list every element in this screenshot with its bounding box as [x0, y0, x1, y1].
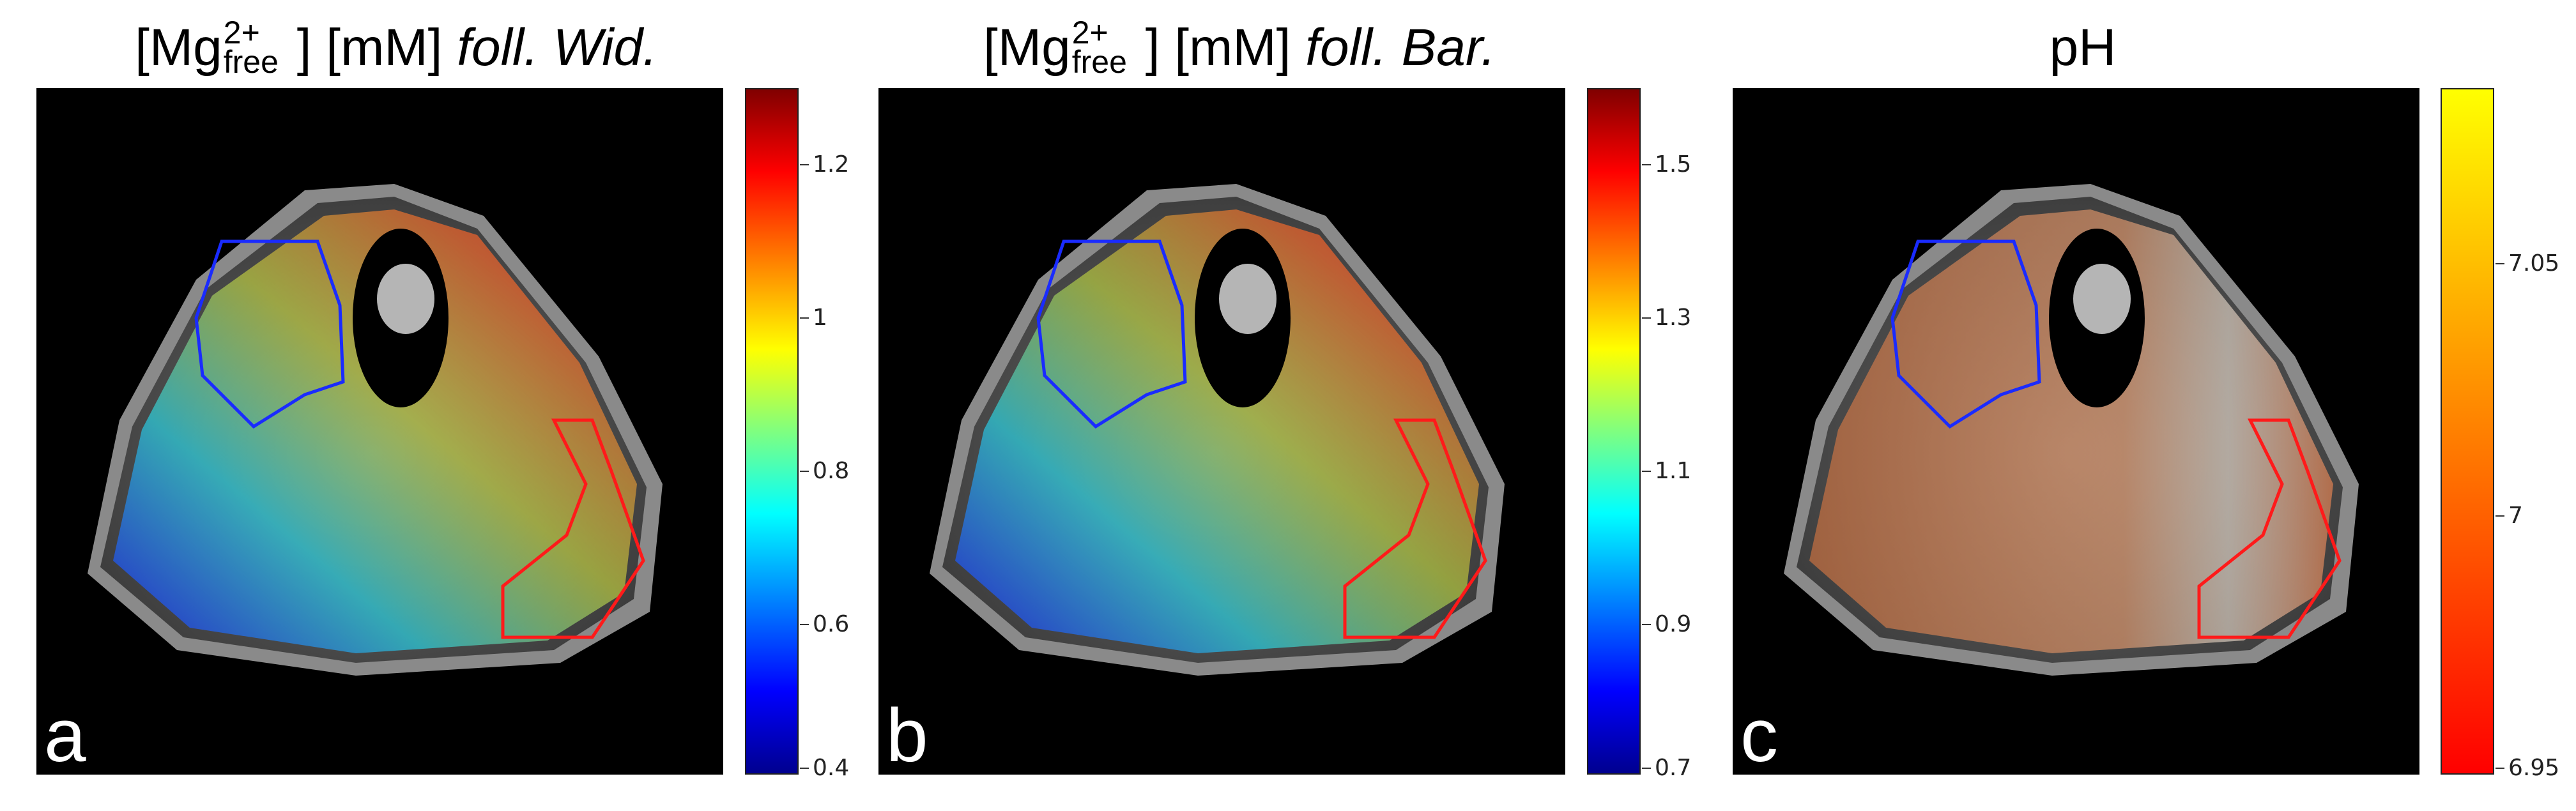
- panel-b-image: b: [878, 88, 1565, 775]
- panel-b-colorbar: [1587, 88, 1641, 775]
- panel-b-title-mid: ] [mM]: [1130, 19, 1306, 77]
- panel-c-title-text: pH: [2049, 19, 2117, 77]
- panel-b-tick: 0.9: [1641, 611, 1692, 637]
- panel-c-tick: 7.05: [2495, 250, 2560, 277]
- panel-b-tick: 1.3: [1641, 305, 1692, 331]
- panel-a-title-mid: ] [mM]: [282, 19, 457, 77]
- panel-a-tick: 1: [800, 305, 827, 331]
- panel-a-image: a: [36, 88, 723, 775]
- panel-c-image: c: [1733, 88, 2419, 775]
- panel-a-tick: 0.6: [799, 611, 850, 637]
- mri-leg-cross-section: [88, 184, 663, 676]
- panel-b-title-sub: free: [1071, 44, 1127, 80]
- panel-a-colorbar: [745, 88, 799, 775]
- panel-c-title: pH: [1725, 13, 2441, 83]
- panel-a-title-prefix: [Mg: [135, 19, 222, 77]
- panel-b-title-sup: 2+: [1071, 15, 1108, 51]
- mri-leg-cross-section: [1784, 184, 2359, 676]
- panel-c-letter: c: [1740, 694, 1778, 775]
- panel-a-tick: 0.4: [799, 755, 850, 781]
- panel-c-tick: 7: [2496, 503, 2523, 529]
- panel-b-title: [Mg 2+ free ] [mM] foll. Bar.: [882, 13, 1597, 83]
- panel-a-letter: a: [44, 694, 86, 775]
- panel-c-tick: 6.95: [2495, 755, 2560, 781]
- panel-a-title-sub: free: [223, 44, 279, 80]
- panel-a-tick: 1.2: [799, 151, 850, 178]
- panel-a-tick: 0.8: [799, 458, 850, 484]
- panel-c-colorbar: [2441, 88, 2494, 775]
- panel-b-letter: b: [886, 694, 928, 775]
- panel-a-title: [Mg 2+ free ] [mM] foll. Wid.: [38, 13, 754, 83]
- panel-b-tick: 1.5: [1641, 151, 1692, 178]
- panel-b-title-prefix: [Mg: [983, 19, 1071, 77]
- panel-b-title-italic: foll. Bar.: [1305, 19, 1496, 77]
- panel-a-title-italic: foll. Wid.: [457, 19, 657, 77]
- panel-a-title-sup: 2+: [223, 15, 260, 51]
- mri-leg-cross-section: [930, 184, 1505, 676]
- panel-b-tick: 0.7: [1641, 755, 1692, 781]
- panel-b-tick: 1.1: [1641, 458, 1692, 484]
